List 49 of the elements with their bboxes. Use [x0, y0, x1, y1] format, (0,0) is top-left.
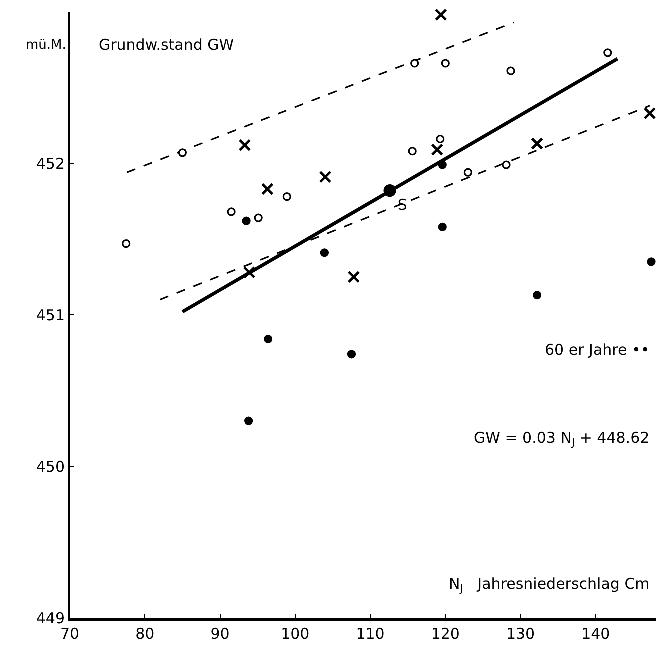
point	[254, 214, 263, 222]
point	[244, 416, 254, 426]
annotation: GW = 0.03 N$_{J}$ + 448.62	[474, 429, 650, 450]
annotation: Grundw.stand GW	[99, 36, 234, 54]
point	[647, 258, 656, 266]
text: N$_{J}$ Jahresniederschlag Cm	[449, 575, 650, 596]
point	[243, 266, 256, 279]
point	[178, 148, 187, 158]
point	[320, 248, 329, 258]
point	[604, 48, 612, 58]
point	[436, 134, 445, 144]
x-tick-label: 80	[136, 624, 155, 643]
point	[531, 138, 544, 150]
point	[319, 170, 332, 184]
point	[348, 270, 360, 284]
point	[238, 139, 252, 152]
point	[264, 334, 273, 344]
point	[434, 8, 448, 22]
x-tick-label: 120	[431, 624, 460, 643]
x-tick-label: 90	[210, 624, 230, 643]
x-tick-label: 140	[582, 624, 610, 643]
point	[122, 239, 131, 248]
point	[438, 222, 447, 232]
point	[242, 216, 251, 226]
point	[282, 192, 292, 202]
point	[464, 168, 472, 177]
y-tick-label: 450	[36, 458, 65, 476]
point	[441, 59, 450, 68]
x-tick-label: 70	[60, 624, 80, 643]
annotation: 60 er Jahre ••	[545, 341, 650, 359]
y-tick-label: 449	[36, 609, 65, 628]
point	[644, 107, 656, 120]
x-tick-label: 130	[506, 624, 536, 643]
point	[227, 208, 236, 216]
point	[533, 291, 542, 300]
point	[408, 147, 417, 156]
point	[431, 144, 444, 156]
point	[261, 183, 274, 196]
point	[410, 59, 420, 68]
y-tick-label: 451	[36, 306, 65, 324]
x-tick-label: 100	[281, 624, 310, 643]
point	[384, 184, 396, 198]
x-tick-label: 110	[356, 624, 385, 643]
y-tick-label: 452	[36, 154, 65, 173]
point	[506, 66, 516, 76]
point	[502, 160, 511, 170]
y-axis-title: mü.M.	[26, 38, 66, 53]
point	[347, 350, 356, 359]
point	[438, 160, 447, 170]
